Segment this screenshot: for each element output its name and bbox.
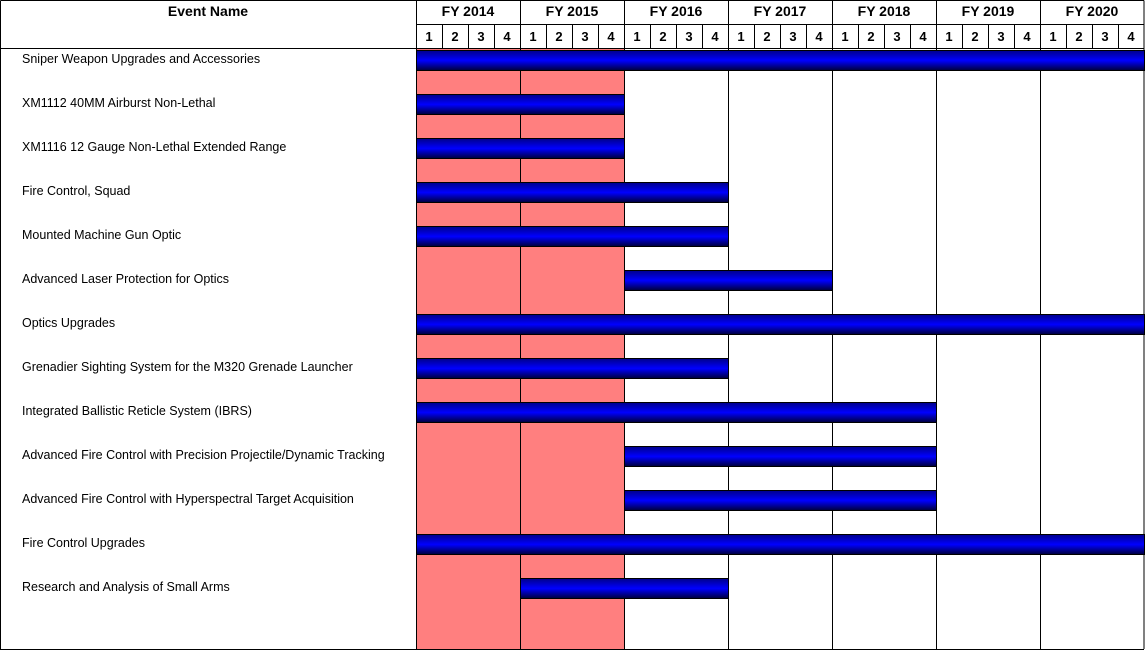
event-name: Sniper Weapon Upgrades and Accessories: [22, 52, 260, 66]
schedule-bar: [520, 578, 729, 599]
quarter-label: 2: [659, 29, 666, 44]
quarter-label: 3: [581, 29, 588, 44]
schedule-bar: [416, 182, 729, 203]
event-name: Integrated Ballistic Reticle System (IBR…: [22, 404, 252, 418]
quarter-label: 3: [789, 29, 796, 44]
quarter-label: 1: [1049, 29, 1056, 44]
event-name: Advanced Fire Control with Precision Pro…: [22, 448, 385, 462]
quarter-label: 3: [997, 29, 1004, 44]
event-name-header: Event Name: [168, 3, 248, 19]
fiscal-year-label: FY 2017: [754, 3, 807, 19]
quarter-label: 4: [1127, 29, 1135, 44]
fiscal-year-label: FY 2020: [1066, 3, 1119, 19]
quarter-label: 2: [867, 29, 874, 44]
event-name: Grenadier Sighting System for the M320 G…: [22, 360, 353, 374]
quarter-label: 3: [685, 29, 692, 44]
quarter-label: 2: [555, 29, 562, 44]
schedule-bar: [416, 534, 1145, 555]
event-name: Fire Control Upgrades: [22, 536, 145, 550]
quarter-label: 1: [841, 29, 848, 44]
quarter-label: 1: [633, 29, 640, 44]
quarter-label: 3: [1101, 29, 1108, 44]
quarter-label: 4: [607, 29, 615, 44]
fiscal-year-label: FY 2014: [442, 3, 495, 19]
quarter-label: 4: [711, 29, 719, 44]
quarter-label: 2: [971, 29, 978, 44]
quarter-label: 3: [477, 29, 484, 44]
quarter-label: 1: [737, 29, 744, 44]
event-name: Research and Analysis of Small Arms: [22, 580, 230, 594]
event-name: XM1116 12 Gauge Non-Lethal Extended Rang…: [22, 140, 286, 154]
fiscal-year-label: FY 2015: [546, 3, 599, 19]
quarter-label: 4: [1023, 29, 1031, 44]
event-name: Mounted Machine Gun Optic: [22, 228, 181, 242]
quarter-label: 4: [919, 29, 927, 44]
fiscal-year-label: FY 2019: [962, 3, 1015, 19]
quarter-label: 2: [451, 29, 458, 44]
schedule-bar: [624, 490, 937, 511]
schedule-bar: [416, 402, 937, 423]
schedule-bar: [416, 138, 625, 159]
quarter-label: 2: [763, 29, 770, 44]
schedule-bar: [416, 314, 1145, 335]
quarter-label: 1: [425, 29, 432, 44]
schedule-bar: [416, 358, 729, 379]
fiscal-year-label: FY 2016: [650, 3, 703, 19]
event-name: XM1112 40MM Airburst Non-Lethal: [22, 96, 215, 110]
quarter-label: 3: [893, 29, 900, 44]
event-name: Advanced Fire Control with Hyperspectral…: [22, 492, 354, 506]
schedule-bar: [624, 270, 833, 291]
quarter-label: 1: [529, 29, 536, 44]
quarter-label: 4: [815, 29, 823, 44]
event-name: Fire Control, Squad: [22, 184, 130, 198]
schedule-bar: [624, 446, 937, 467]
event-name: Optics Upgrades: [22, 316, 115, 330]
schedule-bar: [416, 226, 729, 247]
schedule-bar: [416, 50, 1145, 71]
quarter-label: 4: [503, 29, 511, 44]
quarter-label: 2: [1075, 29, 1082, 44]
schedule-bar: [416, 94, 625, 115]
event-name: Advanced Laser Protection for Optics: [22, 272, 229, 286]
fiscal-year-label: FY 2018: [858, 3, 911, 19]
quarter-label: 1: [945, 29, 952, 44]
